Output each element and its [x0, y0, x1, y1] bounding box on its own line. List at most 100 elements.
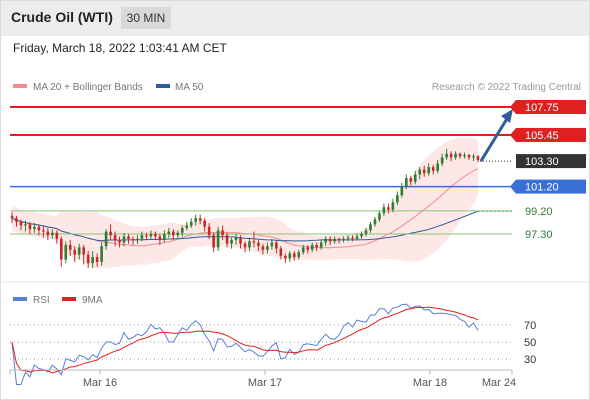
watermark: Research © 2022 Trading Central	[432, 82, 581, 93]
level-labels: 107.75 105.45 103.30 101.20 99.20 97.30	[510, 100, 586, 241]
candlesticks	[10, 148, 480, 269]
candle	[28, 221, 32, 234]
candle	[180, 225, 184, 237]
ma20-legend-swatch	[13, 84, 27, 88]
candle	[109, 224, 112, 241]
candle	[445, 148, 448, 160]
candle	[73, 246, 77, 262]
candle	[454, 151, 457, 160]
candle	[310, 242, 314, 253]
candle	[337, 237, 341, 244]
candle	[95, 253, 99, 267]
level-label-4: 99.20	[525, 206, 553, 218]
ma50-legend-label: MA 50	[175, 82, 204, 93]
candle	[355, 234, 359, 241]
candle	[118, 236, 121, 248]
candle	[131, 236, 135, 245]
candle	[122, 232, 126, 247]
candle	[51, 229, 54, 239]
candle	[55, 230, 59, 244]
candle	[279, 246, 283, 260]
rsi-ma-legend-swatch	[62, 297, 76, 301]
candle	[207, 223, 211, 239]
candle	[203, 218, 206, 232]
candle	[15, 215, 18, 227]
candle	[221, 225, 224, 241]
rsi-ma-legend-label: 9MA	[82, 295, 103, 306]
resistance-label-box-1	[516, 127, 586, 142]
rsi-level-50: 50	[524, 337, 536, 349]
candle	[275, 240, 278, 254]
candle	[422, 165, 426, 177]
candle	[427, 163, 431, 176]
level-lines	[10, 106, 512, 235]
level-label-0: 107.75	[525, 102, 559, 114]
chart-datetime: Friday, March 18, 2022 1:03:41 AM CET	[13, 41, 227, 55]
candle	[378, 210, 381, 222]
candle	[59, 236, 63, 267]
candle	[449, 151, 453, 162]
candle	[33, 223, 36, 233]
candle	[472, 153, 475, 162]
candle	[266, 242, 269, 254]
candle	[113, 231, 117, 247]
arrow-head	[501, 109, 513, 123]
x-label-mar24: Mar 24	[482, 377, 516, 389]
level-label-2: 103.30	[525, 156, 559, 168]
candle	[158, 234, 162, 245]
candle	[127, 234, 130, 244]
candle	[19, 219, 23, 231]
candle	[252, 231, 256, 248]
candle	[64, 241, 68, 264]
candle	[234, 234, 238, 245]
level-label-3: 101.20	[525, 182, 559, 194]
resistance-label-box-0	[516, 100, 586, 114]
resistance-label-pointer-1	[510, 127, 516, 142]
candle	[46, 227, 50, 241]
level-label-1: 105.45	[525, 130, 559, 142]
candle	[382, 203, 386, 216]
ma50-legend-swatch	[156, 84, 170, 88]
candle	[216, 226, 220, 252]
candle	[230, 237, 233, 249]
candle	[37, 224, 41, 236]
x-label-mar18: Mar 18	[413, 377, 447, 389]
current-price-box	[516, 154, 586, 169]
candle	[333, 236, 336, 244]
chart-header: Crude Oil (WTI) 30 MIN	[0, 0, 590, 36]
candle	[301, 244, 305, 255]
ma50-line	[11, 210, 479, 242]
candle	[270, 238, 274, 250]
candle	[163, 230, 166, 243]
interval-button[interactable]: 30 MIN	[121, 7, 171, 29]
instrument-title: Crude Oil (WTI)	[11, 9, 113, 25]
level-label-5: 97.30	[525, 229, 553, 241]
candle	[194, 214, 198, 226]
candle	[351, 235, 354, 242]
candle	[369, 221, 372, 233]
rsi-legend-swatch	[13, 297, 27, 301]
candle	[68, 240, 72, 256]
candle	[396, 191, 399, 205]
resistance-label-pointer-0	[510, 100, 516, 114]
candle	[24, 220, 27, 232]
candle	[136, 235, 139, 244]
candle	[248, 237, 251, 252]
candle	[405, 174, 408, 190]
pivot-label-box	[516, 179, 586, 194]
x-label-mar16: Mar 16	[83, 377, 117, 389]
ma20-legend-label: MA 20 + Bollinger Bands	[33, 82, 143, 93]
candle	[261, 243, 265, 255]
candle	[413, 170, 417, 185]
candle	[409, 175, 413, 186]
candle	[100, 242, 103, 266]
candle	[185, 221, 189, 231]
rsi-lines	[11, 303, 479, 385]
candle	[360, 231, 363, 239]
candle	[172, 229, 175, 241]
rsi-level-70: 70	[524, 320, 536, 332]
candle	[42, 226, 45, 238]
rsi-level-30: 30	[524, 354, 536, 366]
candle	[154, 231, 157, 241]
